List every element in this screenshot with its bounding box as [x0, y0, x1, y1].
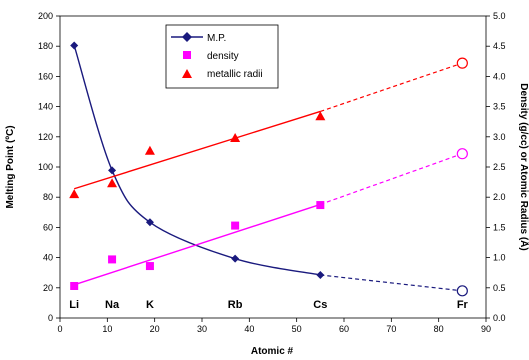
- y-axis-right: 0.0 0.5 1.0 1.5 2.0 2.5 3.0 3.5 4.0 4.5 5.0: [486, 11, 506, 323]
- series-mp-point: [316, 270, 325, 279]
- legend-label-mp: M.P.: [207, 33, 226, 44]
- y-right-tick-label: 2.5: [493, 162, 506, 172]
- y-left-tick-label: 0: [48, 313, 53, 323]
- series-radii-extrapolation: [320, 62, 463, 113]
- series-radii-point: [144, 145, 155, 155]
- x-tick-label: 30: [197, 324, 207, 334]
- legend-item-radii: metallic radii: [182, 69, 263, 80]
- series-radii-extrapolated-point: [456, 57, 468, 69]
- element-label-k: K: [146, 299, 154, 311]
- legend-label-density: density: [207, 51, 239, 62]
- y-left-tick-label: 180: [38, 41, 53, 51]
- element-label-li: Li: [69, 299, 79, 311]
- series-layer: [69, 41, 468, 297]
- series-density-point: [145, 262, 154, 271]
- series-mp-point: [108, 166, 117, 175]
- x-tick-label: 40: [244, 324, 254, 334]
- legend-triangle-marker: [182, 69, 192, 78]
- y-left-tick-label: 60: [43, 222, 53, 232]
- x-axis: 0 10 20 30 40 50 60 70 80 90: [57, 318, 491, 334]
- series-density-point: [108, 255, 117, 264]
- series-mp-point: [145, 218, 154, 227]
- y-left-tick-label: 100: [38, 162, 53, 172]
- x-tick-label: 0: [57, 324, 62, 334]
- x-tick-label: 70: [386, 324, 396, 334]
- y-right-tick-label: 4.5: [493, 41, 506, 51]
- legend-square-marker: [183, 51, 191, 59]
- x-tick-label: 10: [102, 324, 112, 334]
- x-axis-label: Atomic #: [251, 346, 294, 357]
- element-labels: Li Na K Rb Cs Fr: [69, 299, 468, 311]
- series-density-extrapolated-point: [456, 148, 468, 160]
- y-left-tick-label: 140: [38, 102, 53, 112]
- series-density-point: [316, 201, 325, 210]
- y-right-tick-label: 1.0: [493, 253, 506, 263]
- y-right-tick-label: 3.0: [493, 132, 506, 142]
- y-axis-left-label: Melting Point (ºC): [5, 125, 16, 208]
- legend-label-radii: metallic radii: [207, 69, 263, 80]
- series-density-point: [231, 221, 240, 230]
- y-right-tick-label: 5.0: [493, 11, 506, 21]
- series-radii-point: [230, 133, 241, 143]
- legend-diamond-marker: [182, 32, 192, 42]
- legend-item-mp: M.P.: [171, 32, 226, 44]
- y-right-tick-label: 2.0: [493, 192, 506, 202]
- x-tick-label: 90: [481, 324, 491, 334]
- y-right-tick-label: 4.0: [493, 71, 506, 81]
- series-mp-point: [231, 254, 240, 263]
- series-radii-point: [315, 111, 326, 121]
- series-radii-trend: [73, 110, 321, 190]
- y-left-tick-label: 160: [38, 71, 53, 81]
- element-label-fr: Fr: [457, 299, 469, 311]
- series-mp-extrapolated-point: [456, 285, 468, 297]
- y-right-tick-label: 0.5: [493, 283, 506, 293]
- y-axis-right-label: Density (g/cc) or Atomic Radius (Å): [518, 83, 529, 250]
- x-tick-label: 20: [150, 324, 160, 334]
- series-radii-point: [69, 189, 80, 199]
- y-left-tick-label: 120: [38, 132, 53, 142]
- y-axis-left: 0 20 40 60 80 100 120 140 160 180 200: [38, 11, 60, 323]
- y-left-tick-label: 200: [38, 11, 53, 21]
- y-right-tick-label: 3.5: [493, 102, 506, 112]
- element-label-rb: Rb: [228, 299, 243, 311]
- y-left-tick-label: 20: [43, 283, 53, 293]
- y-right-tick-label: 0.0: [493, 313, 506, 323]
- y-left-tick-label: 40: [43, 253, 53, 263]
- y-right-tick-label: 1.5: [493, 222, 506, 232]
- series-density-trend: [73, 203, 321, 286]
- y-left-tick-label: 80: [43, 192, 53, 202]
- series-mp-point: [70, 41, 79, 50]
- legend: M.P. density metallic radii: [165, 24, 279, 89]
- x-tick-label: 60: [339, 324, 349, 334]
- element-label-cs: Cs: [313, 299, 327, 311]
- series-mp-extrapolation: [320, 274, 463, 292]
- x-tick-label: 50: [292, 324, 302, 334]
- legend-item-density: density: [183, 51, 239, 62]
- series-radii-point: [107, 178, 118, 188]
- series-density-point: [70, 281, 79, 290]
- element-label-na: Na: [105, 299, 120, 311]
- series-density-extrapolation: [320, 153, 463, 206]
- x-tick-label: 80: [434, 324, 444, 334]
